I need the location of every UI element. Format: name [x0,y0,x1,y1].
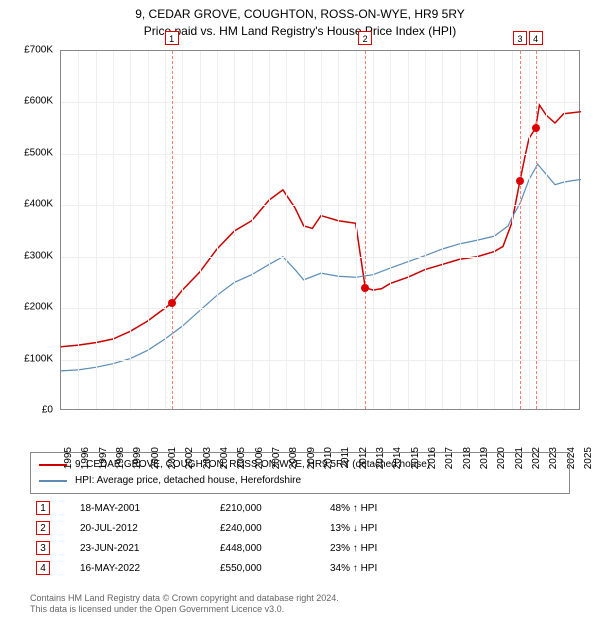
y-tick-label: £400K [24,199,53,210]
gridline-v [96,51,97,409]
sale-dot [361,284,369,292]
legend-label: 9, CEDAR GROVE, COUGHTON, ROSS-ON-WYE, H… [75,457,430,473]
gridline-v [148,51,149,409]
gridline-v [442,51,443,409]
gridline-v [494,51,495,409]
sale-marker-box: 3 [513,31,527,45]
sale-dot [168,299,176,307]
sales-price: £550,000 [220,563,330,574]
sales-date: 23-JUN-2021 [80,543,220,554]
gridline-v [408,51,409,409]
gridline-v [529,51,530,409]
sale-marker-line [365,51,366,409]
sales-table: 1 18-MAY-2001£210,00048% ↑ HPI 2 20-JUL-201… [30,498,570,578]
sales-pct: 23% ↑ HPI [330,543,490,554]
gridline-v [425,51,426,409]
sales-idx-box: 4 [36,561,50,575]
gridline-v [182,51,183,409]
sale-marker-box: 1 [165,31,179,45]
gridline-v [269,51,270,409]
gridline-v [165,51,166,409]
sale-dot [516,177,524,185]
gridline-h [61,154,579,155]
gridline-h [61,360,579,361]
y-tick-label: £600K [24,96,53,107]
chart-svg [61,51,579,409]
gridline-v [113,51,114,409]
footer: Contains HM Land Registry data © Crown c… [30,593,339,616]
legend-row: 9, CEDAR GROVE, COUGHTON, ROSS-ON-WYE, H… [39,457,561,473]
x-axis: 1995199619971998199920002001200220032004… [60,415,580,455]
gridline-v [460,51,461,409]
gridline-v [217,51,218,409]
sales-price: £448,000 [220,543,330,554]
sales-price: £240,000 [220,523,330,534]
y-axis: £0£100K£200K£300K£400K£500K£600K£700K [0,50,55,410]
title-line1: 9, CEDAR GROVE, COUGHTON, ROSS-ON-WYE, H… [0,6,600,23]
gridline-v [546,51,547,409]
y-tick-label: £0 [42,405,53,416]
gridline-v [130,51,131,409]
gridline-v [286,51,287,409]
gridline-v [321,51,322,409]
gridline-v [512,51,513,409]
gridline-v [304,51,305,409]
sales-date: 16-MAY-2022 [80,563,220,574]
sales-pct: 13% ↓ HPI [330,523,490,534]
chart-title: 9, CEDAR GROVE, COUGHTON, ROSS-ON-WYE, H… [0,0,600,40]
sales-date: 18-MAY-2001 [80,503,220,514]
legend-label: HPI: Average price, detached house, Here… [75,473,301,489]
footer-line2: This data is licensed under the Open Gov… [30,604,339,616]
y-tick-label: £300K [24,250,53,261]
sales-row: 4 16-MAY-2022£550,00034% ↑ HPI [30,558,570,578]
title-line2: Price paid vs. HM Land Registry's House … [0,23,600,40]
x-tick-label: 2025 [583,447,594,469]
gridline-v [234,51,235,409]
gridline-h [61,102,579,103]
sales-row: 2 20-JUL-2012£240,00013% ↓ HPI [30,518,570,538]
sales-date: 20-JUL-2012 [80,523,220,534]
sale-dot [532,124,540,132]
legend-row: HPI: Average price, detached house, Here… [39,473,561,489]
plot-area: 1234 [60,50,580,410]
legend-swatch [39,480,67,482]
y-tick-label: £100K [24,353,53,364]
sale-marker-line [536,51,537,409]
y-tick-label: £200K [24,302,53,313]
gridline-v [564,51,565,409]
gridline-v [477,51,478,409]
y-tick-label: £500K [24,147,53,158]
gridline-v [200,51,201,409]
legend: 9, CEDAR GROVE, COUGHTON, ROSS-ON-WYE, H… [30,452,570,494]
sale-marker-box: 4 [529,31,543,45]
gridline-h [61,257,579,258]
gridline-v [252,51,253,409]
sale-marker-box: 2 [358,31,372,45]
gridline-h [61,308,579,309]
gridline-h [61,205,579,206]
sales-row: 3 23-JUN-2021£448,00023% ↑ HPI [30,538,570,558]
sales-idx-box: 3 [36,541,50,555]
sales-idx-box: 1 [36,501,50,515]
sales-pct: 34% ↑ HPI [330,563,490,574]
sales-pct: 48% ↑ HPI [330,503,490,514]
sale-marker-line [172,51,173,409]
sales-row: 1 18-MAY-2001£210,00048% ↑ HPI [30,498,570,518]
gridline-v [356,51,357,409]
gridline-v [78,51,79,409]
chart-container: 9, CEDAR GROVE, COUGHTON, ROSS-ON-WYE, H… [0,0,600,620]
gridline-v [338,51,339,409]
y-tick-label: £700K [24,45,53,56]
sales-idx-box: 2 [36,521,50,535]
sales-price: £210,000 [220,503,330,514]
legend-swatch [39,464,67,466]
footer-line1: Contains HM Land Registry data © Crown c… [30,593,339,605]
gridline-v [373,51,374,409]
gridline-v [390,51,391,409]
sale-marker-line [520,51,521,409]
